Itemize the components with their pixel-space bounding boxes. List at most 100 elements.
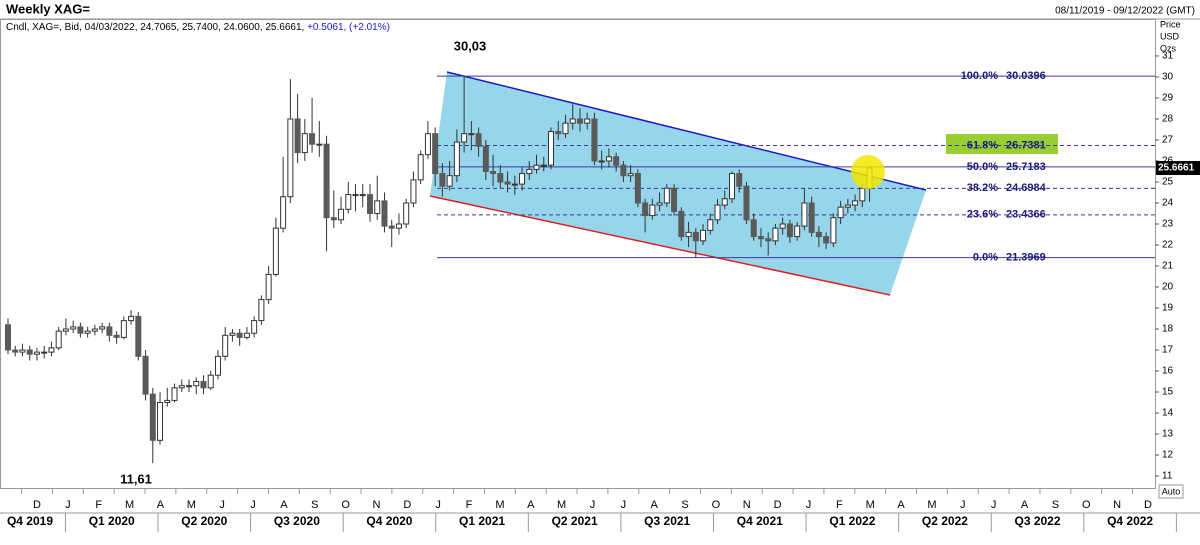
candle-body <box>482 145 489 172</box>
candle-body <box>251 320 258 334</box>
y-tick-label: 19 <box>1162 303 1174 314</box>
x-month-label: J <box>219 499 225 511</box>
candle-body <box>345 194 352 210</box>
candle-body <box>388 225 395 229</box>
candle-body <box>70 326 77 330</box>
fib-value: 21.3969 <box>1006 252 1046 264</box>
fib-percent: 23.6% <box>967 209 998 221</box>
candle-body <box>265 273 272 301</box>
candle-body <box>823 236 830 244</box>
candle-body <box>424 133 431 156</box>
axis-label: Ozs <box>1160 43 1177 53</box>
x-quarter-label: Q4 2020 <box>366 514 412 528</box>
y-tick-label: 17 <box>1162 345 1174 356</box>
auto-label[interactable]: Auto <box>1162 486 1181 496</box>
x-month-label: N <box>372 499 380 511</box>
candle-body <box>453 141 460 177</box>
candle-body <box>852 200 859 206</box>
candle-body <box>591 118 598 162</box>
candle-body <box>765 238 772 242</box>
x-month-label: J <box>960 499 966 511</box>
candle-body <box>707 219 714 231</box>
candle-body <box>468 133 475 136</box>
x-month-label: A <box>157 499 165 511</box>
x-month-label: F <box>836 499 843 511</box>
candle-body <box>26 349 33 355</box>
candle-body <box>338 208 345 221</box>
candle-body <box>120 320 127 338</box>
candle-body <box>721 198 728 206</box>
x-month-label: J <box>65 499 71 511</box>
candle-body <box>91 328 98 332</box>
candle-body <box>432 133 439 175</box>
x-month-label: N <box>1113 499 1121 511</box>
candle-body <box>280 196 287 229</box>
candle-body <box>808 202 815 233</box>
candle-body <box>229 332 236 336</box>
candle-body <box>446 175 453 187</box>
candle-body <box>417 154 424 181</box>
chart-title: Weekly XAG= <box>6 1 90 16</box>
highlight-circle <box>851 155 885 189</box>
x-month-label: M <box>927 499 936 511</box>
candle-body <box>613 156 620 166</box>
y-tick-label: 12 <box>1162 450 1174 461</box>
candle-body <box>627 173 634 177</box>
x-quarter-label: Q1 2021 <box>459 514 505 528</box>
x-month-label: S <box>1052 499 1059 511</box>
y-tick-label: 15 <box>1162 387 1174 398</box>
y-tick-label: 28 <box>1162 114 1174 125</box>
candle-body <box>193 381 200 387</box>
candle-body <box>84 330 91 334</box>
candle-body <box>634 173 641 204</box>
annotation: 30,03 <box>454 38 487 53</box>
x-month-label: J <box>621 499 627 511</box>
candle-body <box>395 223 402 229</box>
candle-body <box>258 299 265 322</box>
candle-body <box>323 143 330 219</box>
candle-body <box>519 173 526 185</box>
x-month-label: J <box>590 499 596 511</box>
candle-body <box>48 347 55 353</box>
candle-body <box>128 315 135 322</box>
auto-box[interactable] <box>1158 484 1184 499</box>
axis-label: Price <box>1160 19 1181 29</box>
y-tick-label: 22 <box>1162 240 1174 251</box>
candle-body <box>106 326 113 336</box>
x-month-label: F <box>466 499 473 511</box>
candle-body <box>533 164 540 170</box>
subtitle-change: +0.5061, (+2.01%) <box>307 22 390 33</box>
candle-body <box>526 168 533 175</box>
candle-body <box>692 231 699 242</box>
candle-body <box>236 332 243 338</box>
candle-body <box>374 200 381 214</box>
candle-body <box>309 133 316 145</box>
y-tick-label: 18 <box>1162 324 1174 335</box>
candle-body <box>794 225 801 238</box>
fib-value: 24.6984 <box>1006 182 1047 194</box>
candle-body <box>403 202 410 225</box>
y-tick-label: 24 <box>1162 198 1174 209</box>
x-quarter-label: Q3 2020 <box>274 514 320 528</box>
candle-body <box>359 194 366 197</box>
candle-body <box>12 349 19 353</box>
candle-body <box>301 133 308 154</box>
candle-body <box>157 402 164 441</box>
candle-body <box>135 315 142 357</box>
candle-body <box>381 200 388 227</box>
candle-body <box>837 206 844 219</box>
candle-body <box>620 164 627 177</box>
candle-body <box>207 374 214 389</box>
x-month-label: S <box>681 499 688 511</box>
candle-body <box>757 236 764 240</box>
y-tick-label: 25 <box>1162 177 1174 188</box>
candle-body <box>330 217 337 221</box>
x-month-label: J <box>806 499 812 511</box>
y-tick-label: 14 <box>1162 408 1174 419</box>
annotation: 11,61 <box>120 471 152 486</box>
candle-body <box>743 185 750 221</box>
last-price-label: 25.6661 <box>1158 163 1195 174</box>
y-tick-label: 11 <box>1162 471 1173 482</box>
fib-value: 23.4366 <box>1006 209 1046 221</box>
